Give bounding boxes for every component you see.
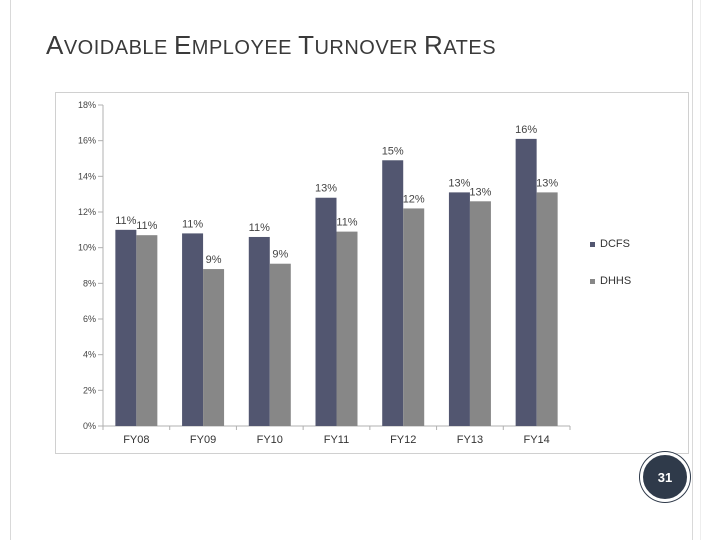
title-part-3: MPLOYEE [191,37,299,59]
y-tick-label: 2% [83,385,96,395]
data-label-dcfs-fy10: 11% [249,222,270,234]
x-tick-label-fy14: FY14 [523,434,549,446]
y-tick-label: 0% [83,421,96,431]
data-label-dcfs-fy13: 13% [448,177,470,189]
bar-dcfs-fy12 [382,160,404,427]
title-part-5: URNOVER [314,37,425,59]
bar-dhhs-fy11 [336,231,358,426]
data-label-dcfs-fy12: 15% [382,145,404,157]
title-part-2: E [173,30,192,60]
legend-swatch-dhhs [590,279,595,284]
bar-dcfs-fy08 [115,229,137,426]
title-part-1: VOIDABLE [63,37,174,59]
bar-dcfs-fy09 [182,233,204,426]
chart-area [55,92,689,454]
y-tick-label: 14% [78,171,96,181]
data-label-dhhs-fy09: 9% [206,254,222,266]
data-label-dcfs-fy08: 11% [115,215,136,227]
data-label-dhhs-fy14: 13% [536,177,558,189]
legend-label-dcfs: DCFS [600,238,630,250]
y-tick-label: 16% [78,136,96,146]
y-tick-label: 12% [78,207,96,217]
x-tick-label-fy08: FY08 [123,434,149,446]
y-tick-label: 18% [78,100,96,110]
slide-frame-left [10,0,11,540]
y-tick-label: 4% [83,350,96,360]
slide-frame-right-outer [700,0,701,540]
title-part-7: ATES [443,37,497,59]
slide-frame-right [692,0,693,540]
bar-dhhs-fy09 [203,269,225,426]
bar-dcfs-fy13 [448,192,470,426]
legend-label-dhhs: DHHS [600,275,631,287]
y-tick-label: 10% [78,243,96,253]
bar-dhhs-fy14 [536,192,558,426]
bar-dcfs-fy10 [248,236,270,426]
data-label-dcfs-fy14: 16% [515,124,537,136]
slide-title: AVOIDABLE EMPLOYEE TURNOVER RATES [46,30,496,61]
data-label-dhhs-fy10: 9% [272,249,288,261]
x-tick-label-fy13: FY13 [457,434,483,446]
page-number-badge: 31 [640,452,690,502]
x-tick-label-fy12: FY12 [390,434,416,446]
title-part-4: T [298,30,315,60]
data-label-dhhs-fy11: 11% [336,217,357,229]
data-label-dcfs-fy09: 11% [182,218,203,230]
bar-dhhs-fy10 [269,263,291,426]
y-tick-label: 6% [83,314,96,324]
data-label-dhhs-fy12: 12% [403,193,425,205]
title-part-0: A [46,30,64,60]
x-tick-label-fy09: FY09 [190,434,216,446]
bar-dhhs-fy13 [469,201,491,426]
bar-dcfs-fy14 [515,138,537,426]
bar-dcfs-fy11 [315,197,337,426]
bar-dhhs-fy12 [403,208,425,426]
data-label-dhhs-fy08: 11% [136,220,157,232]
y-tick-label: 8% [83,278,96,288]
x-tick-label-fy10: FY10 [257,434,283,446]
title-part-6: R [424,30,444,60]
page-number: 31 [657,469,673,485]
x-tick-label-fy11: FY11 [324,434,349,446]
data-label-dcfs-fy11: 13% [315,183,337,195]
bar-dhhs-fy08 [136,235,158,426]
legend-swatch-dcfs [590,242,595,247]
data-label-dhhs-fy13: 13% [469,186,491,198]
